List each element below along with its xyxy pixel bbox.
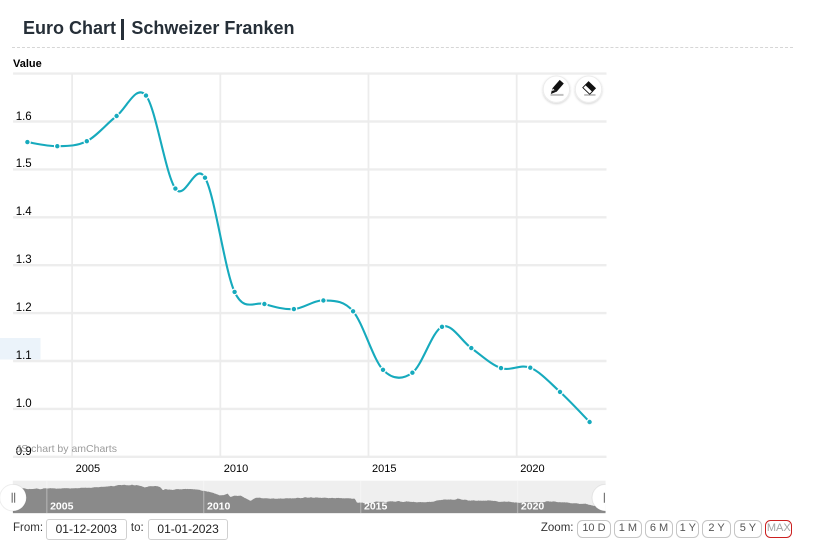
svg-text:2005: 2005 [50, 501, 74, 513]
svg-text:2020: 2020 [521, 501, 545, 513]
svg-text:2015: 2015 [364, 501, 388, 513]
svg-text:2010: 2010 [207, 501, 231, 513]
